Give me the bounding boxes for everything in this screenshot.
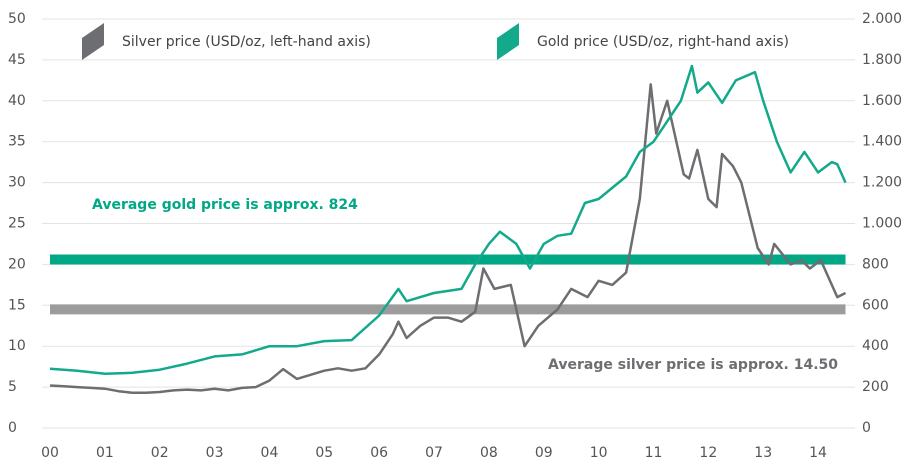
y2-tick-label: 1.200 bbox=[862, 175, 902, 191]
y2-tick-label: 1.000 bbox=[862, 216, 902, 232]
y-tick-label: 50 bbox=[8, 11, 26, 27]
legend-label: Gold price (USD/oz, right-hand axis) bbox=[537, 34, 789, 50]
y2-tick-label: 600 bbox=[862, 297, 889, 313]
y-tick-label: 30 bbox=[8, 175, 26, 191]
x-tick-label: 04 bbox=[261, 445, 279, 461]
x-tick-label: 13 bbox=[754, 445, 772, 461]
x-tick-label: 06 bbox=[370, 445, 388, 461]
y2-tick-label: 400 bbox=[862, 338, 889, 354]
series-line bbox=[49, 83, 847, 395]
y2-tick-label: 0 bbox=[862, 420, 871, 436]
y2-tick-label: 800 bbox=[862, 256, 889, 272]
x-tick-label: 09 bbox=[535, 445, 553, 461]
y2-tick-label: 2.000 bbox=[862, 11, 902, 27]
y2-tick-label: 200 bbox=[862, 379, 889, 395]
x-tick-label: 00 bbox=[41, 445, 59, 461]
legend-swatch bbox=[497, 23, 519, 60]
y2-tick-label: 1.600 bbox=[862, 93, 902, 109]
legend-swatch bbox=[82, 23, 104, 60]
x-tick-label: 07 bbox=[425, 445, 443, 461]
legend-label: Silver price (USD/oz, left-hand axis) bbox=[122, 34, 371, 50]
x-tick-label: 10 bbox=[590, 445, 608, 461]
y-tick-label: 0 bbox=[8, 420, 17, 436]
x-tick-label: 03 bbox=[206, 445, 224, 461]
y-tick-label: 10 bbox=[8, 338, 26, 354]
annotation: Average gold price is approx. 824 bbox=[92, 197, 358, 213]
x-tick-label: 05 bbox=[315, 445, 333, 461]
y-tick-label: 40 bbox=[8, 93, 26, 109]
y-tick-label: 20 bbox=[8, 256, 26, 272]
y-tick-label: 35 bbox=[8, 134, 26, 150]
y2-tick-label: 1.800 bbox=[862, 52, 902, 68]
x-tick-label: 12 bbox=[699, 445, 717, 461]
x-tick-label: 01 bbox=[96, 445, 114, 461]
y-tick-label: 25 bbox=[8, 216, 26, 232]
x-tick-label: 14 bbox=[809, 445, 827, 461]
y-tick-label: 15 bbox=[8, 297, 26, 313]
y-tick-label: 45 bbox=[8, 52, 26, 68]
y-tick-label: 5 bbox=[8, 379, 17, 395]
x-tick-label: 02 bbox=[151, 445, 169, 461]
series-line bbox=[49, 64, 847, 376]
x-tick-label: 11 bbox=[645, 445, 663, 461]
x-tick-label: 08 bbox=[480, 445, 498, 461]
annotation: Average silver price is approx. 14.50 bbox=[548, 357, 838, 373]
y2-tick-label: 1.400 bbox=[862, 134, 902, 150]
